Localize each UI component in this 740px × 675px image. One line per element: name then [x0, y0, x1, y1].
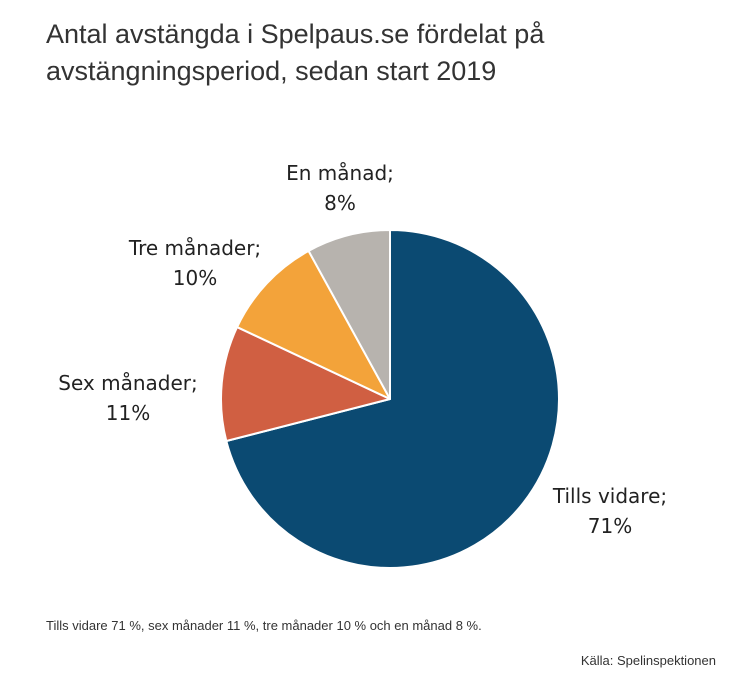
slice-label-1: Tills vidare; — [552, 484, 667, 508]
pie-labels: Tills vidare; 71% Sex månader; 11% Tre månad… — [58, 161, 667, 538]
pie-slice-3 — [236, 249, 391, 400]
slice-label-3: Tre månader; — [128, 236, 261, 260]
slice-value-label-1: 71% — [588, 514, 632, 538]
slice-label-2: Sex månader; — [58, 371, 197, 395]
pie-slice-4 — [307, 229, 391, 400]
slice-value-label-4: 8% — [324, 191, 356, 215]
chart-title-line-2: avstängningsperiod, sedan start 2019 — [46, 56, 497, 86]
pie-slice-1 — [225, 229, 560, 569]
chart-caption: Tills vidare 71 %, sex månader 11 %, tre… — [46, 618, 482, 633]
chart-title: Antal avstängda i Spelpaus.se fördelat p… — [46, 16, 686, 90]
chart-title-line-1: Antal avstängda i Spelpaus.se fördelat p… — [46, 19, 545, 49]
pie-slice-2 — [219, 326, 391, 443]
pie-chart: Tills vidare; 71% Sex månader; 11% Tre månad… — [58, 161, 667, 569]
slice-label-4: En månad; — [286, 161, 394, 185]
slice-value-label-3: 10% — [173, 266, 217, 290]
source-note: Källa: Spelinspektionen — [580, 653, 716, 668]
slice-value-label-2: 11% — [106, 401, 150, 425]
pie-slices — [219, 229, 560, 569]
